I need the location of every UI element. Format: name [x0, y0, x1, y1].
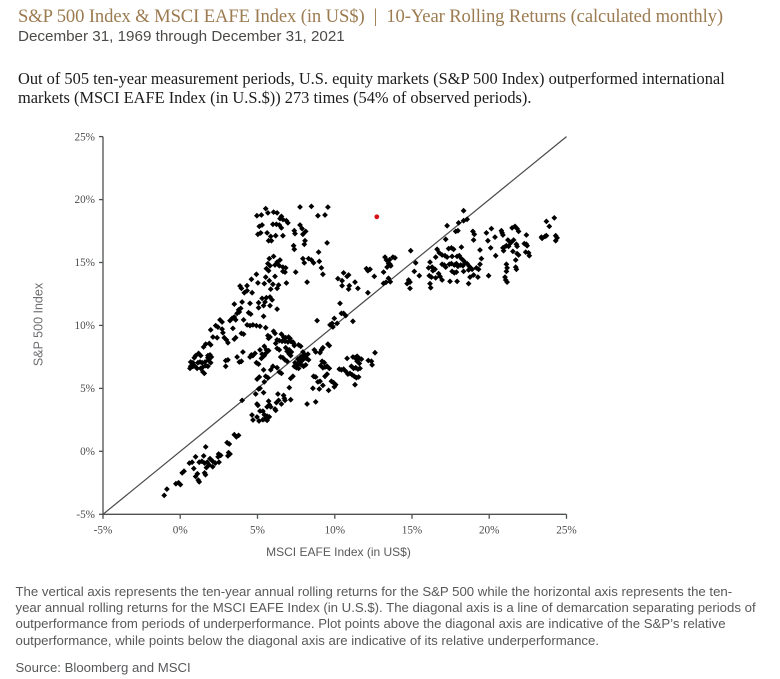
svg-text:5%: 5%: [80, 383, 95, 395]
svg-text:0%: 0%: [80, 446, 95, 458]
svg-text:10%: 10%: [74, 320, 95, 332]
svg-text:20%: 20%: [74, 194, 95, 206]
svg-text:MSCI EAFE Index (in US$): MSCI EAFE Index (in US$): [266, 545, 411, 559]
svg-text:15%: 15%: [74, 257, 95, 269]
svg-text:25%: 25%: [556, 525, 577, 537]
svg-text:-5%: -5%: [94, 525, 113, 537]
svg-text:-5%: -5%: [76, 509, 95, 521]
svg-text:15%: 15%: [402, 525, 423, 537]
svg-text:5%: 5%: [250, 525, 265, 537]
svg-text:20%: 20%: [479, 525, 500, 537]
svg-text:25%: 25%: [74, 131, 95, 143]
svg-text:10%: 10%: [325, 525, 346, 537]
svg-text:S&P 500 Index: S&P 500 Index: [32, 282, 46, 366]
svg-text:0%: 0%: [173, 525, 188, 537]
